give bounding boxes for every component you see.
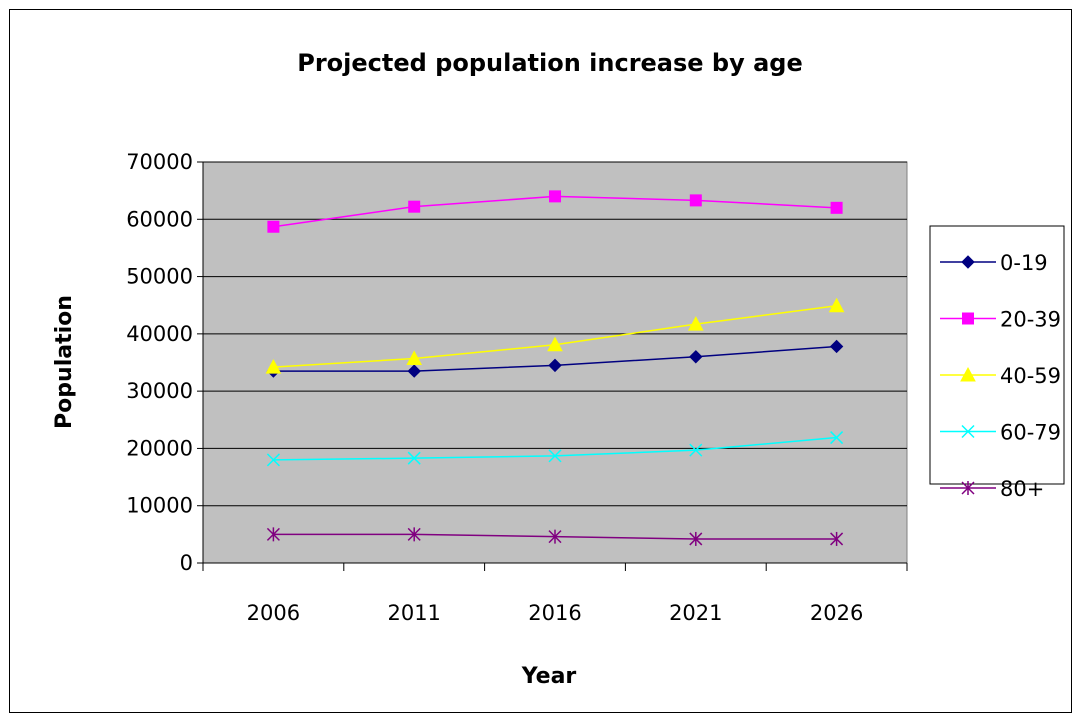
legend-item: 0-19 <box>940 251 1048 275</box>
y-tick-label: 20000 <box>126 436 193 460</box>
y-axis-title: Population <box>52 295 77 429</box>
data-point <box>407 527 421 542</box>
y-tick-label: 0 <box>180 551 193 575</box>
data-point <box>689 531 703 546</box>
x-tick-label: 2016 <box>528 601 581 625</box>
data-point <box>547 336 563 352</box>
axes <box>197 161 908 571</box>
series-layer <box>265 190 845 546</box>
legend-marker <box>961 481 975 495</box>
data-point <box>266 453 280 467</box>
y-tick-label: 50000 <box>126 265 193 289</box>
series-80+ <box>266 527 844 546</box>
legend-items: 0-19 20-39 40-59 60-79 80+ <box>940 251 1061 501</box>
x-tick-labels: 2006 2011 2016 2021 2026 <box>247 601 864 625</box>
data-point <box>687 316 704 331</box>
data-point <box>267 220 280 233</box>
chart-title: Projected population increase by age <box>297 49 803 77</box>
data-point <box>266 527 280 542</box>
data-point <box>830 431 844 445</box>
legend-item: 40-59 <box>940 364 1061 388</box>
x-tick-label: 2026 <box>810 601 863 625</box>
legend-label: 0-19 <box>1000 251 1048 275</box>
data-point <box>829 339 844 354</box>
data-point <box>689 443 703 457</box>
data-point <box>265 359 282 374</box>
legend-marker <box>961 255 975 269</box>
y-tick-label: 70000 <box>126 150 193 174</box>
data-point <box>548 529 562 544</box>
legend-item: 20-39 <box>940 308 1061 332</box>
data-point <box>407 364 421 378</box>
legend-item: 80+ <box>940 477 1044 501</box>
legend-marker <box>961 424 975 439</box>
legend-marker <box>960 366 976 382</box>
series-20-39 <box>267 190 843 233</box>
data-point <box>548 449 562 463</box>
y-tick-label: 30000 <box>126 379 193 403</box>
data-point <box>407 451 421 465</box>
data-point <box>689 350 703 364</box>
x-tick-label: 2011 <box>387 601 440 625</box>
series-40-59 <box>265 297 845 374</box>
data-point <box>830 531 844 546</box>
series-60-79 <box>266 431 844 467</box>
legend-label: 40-59 <box>1000 364 1061 388</box>
y-tick-label: 10000 <box>126 494 193 518</box>
legend-label: 20-39 <box>1000 308 1061 332</box>
y-tick-labels: 0 10000 20000 30000 40000 50000 60000 70000 <box>126 150 193 575</box>
data-point <box>406 350 423 365</box>
x-tick-label: 2021 <box>669 601 722 625</box>
legend-label: 60-79 <box>1000 421 1061 445</box>
y-tick-label: 60000 <box>126 207 193 231</box>
x-tick-label: 2006 <box>247 601 300 625</box>
data-point <box>548 358 562 373</box>
data-point <box>689 194 702 207</box>
gridlines <box>203 161 907 507</box>
y-tick-label: 40000 <box>126 322 193 346</box>
legend <box>929 225 1065 485</box>
data-point <box>408 200 421 213</box>
legend-marker <box>962 312 974 325</box>
x-axis-title: Year <box>521 664 577 689</box>
data-point <box>828 297 845 313</box>
legend-label: 80+ <box>1000 477 1044 501</box>
data-point <box>549 190 561 203</box>
data-point <box>830 201 843 214</box>
legend-item: 60-79 <box>940 421 1061 445</box>
